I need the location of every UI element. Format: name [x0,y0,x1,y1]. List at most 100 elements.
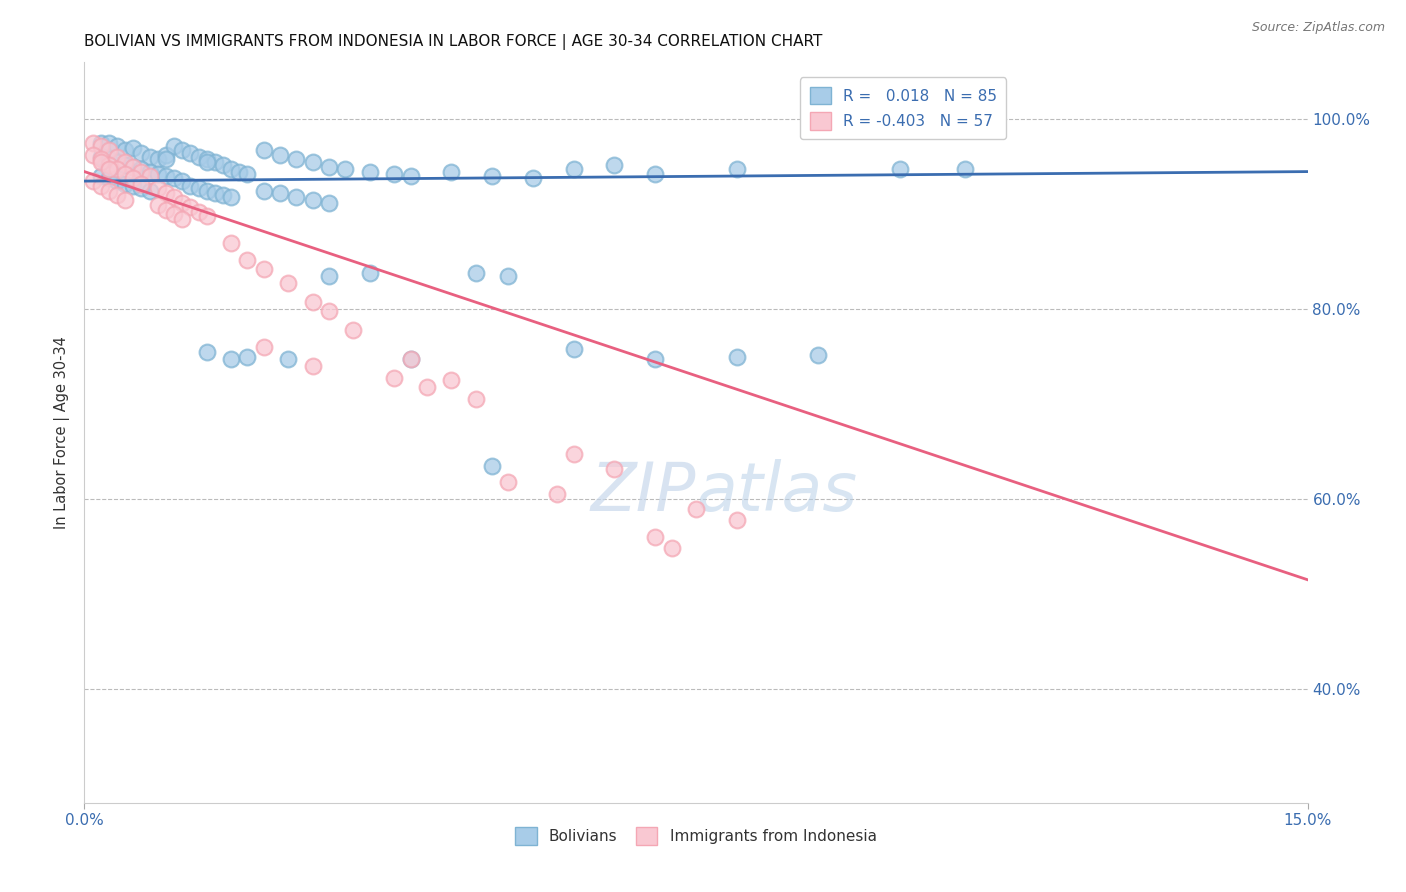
Point [562,161,585,176]
Point [155,169,177,184]
Point [155,202,177,217]
Point [155,148,177,162]
Point [195,184,218,198]
Point [97,136,120,150]
Point [301,294,323,309]
Point [90,153,112,167]
Point [953,161,976,176]
Point [122,160,145,174]
Point [253,184,276,198]
Point [269,186,291,201]
Point [335,161,357,176]
Point [464,266,486,280]
Point [155,186,177,201]
Point [114,158,136,172]
Point [285,153,308,167]
Point [82,136,104,150]
Point [97,153,120,167]
Point [359,164,381,178]
Point [82,148,104,162]
Y-axis label: In Labor Force | Age 30-34: In Labor Force | Age 30-34 [55,336,70,529]
Point [440,373,463,387]
Point [90,169,112,184]
Point [318,195,340,210]
Point [172,212,194,227]
Point [277,351,299,366]
Point [90,178,112,193]
Point [163,171,186,186]
Point [122,178,145,193]
Point [481,458,503,473]
Point [644,530,666,544]
Point [131,177,153,191]
Point [90,139,112,153]
Point [97,143,120,157]
Point [228,164,250,178]
Point [195,153,218,167]
Point [138,184,160,198]
Point [603,461,626,475]
Point [105,150,128,164]
Point [644,351,666,366]
Point [236,168,259,182]
Point [382,168,405,182]
Point [195,345,218,359]
Point [219,235,242,250]
Point [318,304,340,318]
Point [97,171,120,186]
Point [212,158,235,172]
Point [219,190,242,204]
Point [122,141,145,155]
Point [219,161,242,176]
Point [122,160,145,174]
Point [146,153,169,167]
Point [179,178,201,193]
Point [889,161,911,176]
Point [318,268,340,283]
Point [204,186,226,201]
Point [481,169,503,184]
Point [661,541,683,556]
Point [138,169,160,184]
Point [105,188,128,202]
Point [562,342,585,356]
Point [105,174,128,188]
Point [807,348,830,362]
Point [285,190,308,204]
Point [114,143,136,157]
Point [236,350,259,364]
Point [114,177,136,191]
Point [131,180,153,194]
Point [546,487,568,501]
Point [138,164,160,178]
Point [131,145,153,160]
Point [464,392,486,407]
Point [277,276,299,290]
Point [138,150,160,164]
Point [155,153,177,167]
Point [342,323,364,337]
Point [122,171,145,186]
Point [522,171,544,186]
Point [236,252,259,267]
Point [301,193,323,207]
Point [498,268,520,283]
Point [172,143,194,157]
Point [725,161,748,176]
Point [114,193,136,207]
Text: ZIP: ZIP [591,458,696,524]
Point [97,184,120,198]
Point [97,161,120,176]
Point [187,150,209,164]
Point [187,205,209,219]
Point [90,155,112,169]
Point [399,169,422,184]
Point [253,340,276,354]
Point [399,351,422,366]
Point [114,158,136,172]
Point [131,161,153,176]
Point [725,350,748,364]
Point [114,168,136,182]
Point [685,501,707,516]
Point [82,174,104,188]
